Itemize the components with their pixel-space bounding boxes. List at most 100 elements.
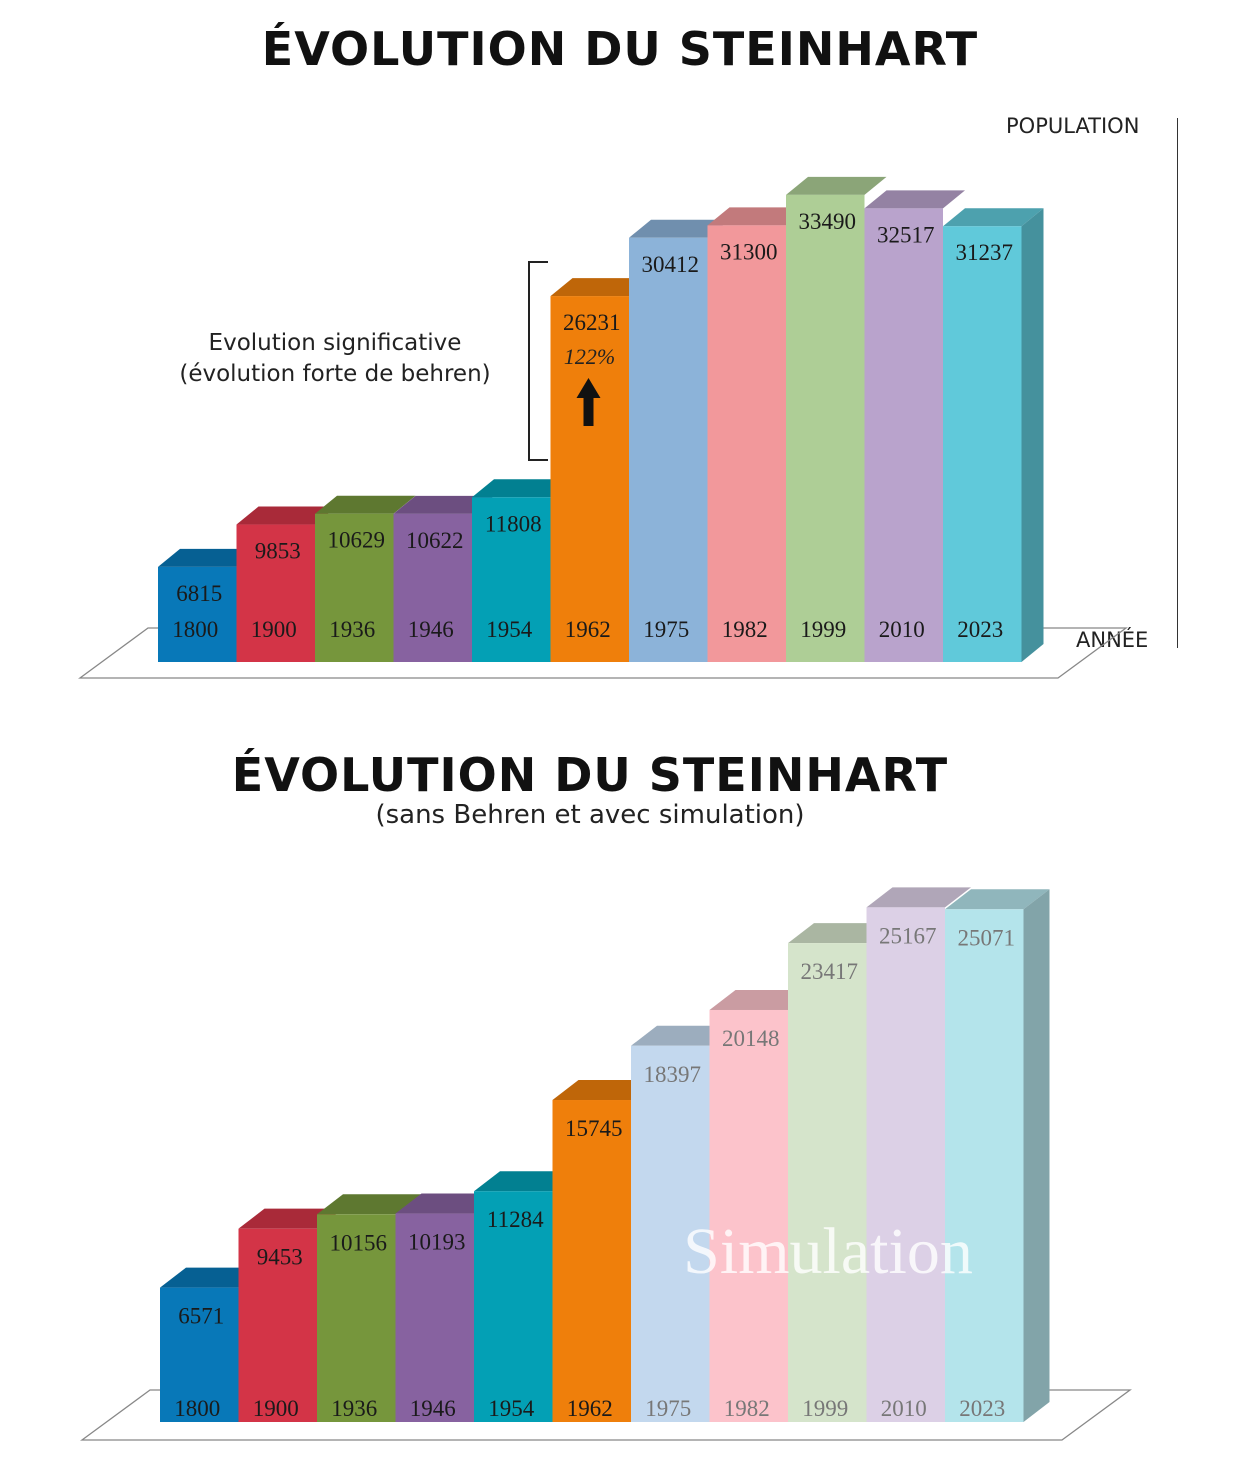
bar-front-2010 <box>864 208 943 662</box>
category-label-1946: 1946 <box>408 617 454 642</box>
bar-top-1999 <box>786 176 887 195</box>
bar-front-1936 <box>315 513 394 662</box>
value-label-2023: 25071 <box>958 925 1016 950</box>
value-label-1999: 23417 <box>801 959 859 984</box>
bar-1954: 11284 1954 <box>474 1171 579 1422</box>
value-label-2010: 32517 <box>877 222 935 247</box>
value-label-1982: 20148 <box>722 1026 780 1051</box>
value-label-1936: 10156 <box>330 1230 388 1255</box>
category-label-1800: 1800 <box>174 1396 220 1421</box>
bar-top-1962 <box>550 278 651 297</box>
bar-1975: 30412 1975 <box>629 219 730 662</box>
value-label-1954: 11284 <box>487 1207 544 1232</box>
bar-2010: 32517 2010 <box>864 190 965 662</box>
bar-front-1900 <box>236 524 315 662</box>
category-label-1900: 1900 <box>253 1396 299 1421</box>
bar-top-1954 <box>472 479 573 498</box>
chart2-floor <box>80 1389 1132 1441</box>
annotation-line2: (évolution forte de behren) <box>179 361 491 387</box>
category-label-1800: 1800 <box>172 617 218 642</box>
chart1-title: ÉVOLUTION DU STEINHART <box>261 22 979 76</box>
bar-1999: 23417 1999 <box>788 923 893 1422</box>
bar-front-1999 <box>786 194 865 662</box>
bar-front-1946 <box>393 513 472 662</box>
category-label-1936: 1936 <box>329 617 375 642</box>
bar-1800: 6815 1800 <box>158 548 259 662</box>
bar-1946: 10622 1946 <box>393 495 494 662</box>
bar-top-1975 <box>631 1025 736 1046</box>
bar-front-1975 <box>629 237 708 662</box>
category-label-1999: 1999 <box>802 1396 848 1421</box>
value-label-1946: 10622 <box>406 528 464 553</box>
bar-top-1900 <box>236 506 337 525</box>
category-label-1982: 1982 <box>722 617 768 642</box>
bar-1900: 9453 1900 <box>238 1208 343 1422</box>
bar-front-1946 <box>395 1213 474 1422</box>
value-label-1900: 9853 <box>255 539 301 564</box>
value-label-1962: 15745 <box>565 1116 623 1141</box>
bar-top-2023 <box>945 889 1050 910</box>
bar-front-1954 <box>474 1191 553 1422</box>
y-axis-line <box>1177 118 1178 648</box>
bar-top-1946 <box>393 495 494 514</box>
category-label-1954: 1954 <box>486 617 533 642</box>
bar-1975: 18397 1975 <box>631 1025 736 1422</box>
arrow-up-icon <box>576 378 601 426</box>
bar-front-1982 <box>709 1009 788 1422</box>
bar-top-2010 <box>864 190 965 209</box>
value-label-1962: 26231 <box>563 310 621 335</box>
chart2-title: ÉVOLUTION DU STEINHART <box>231 748 949 802</box>
bar-front-1936 <box>317 1214 396 1422</box>
bar-1800: 6571 1800 <box>160 1267 265 1422</box>
bar-front-1982 <box>707 225 786 663</box>
value-label-1954: 11808 <box>485 511 542 536</box>
bar-1999: 33490 1999 <box>786 176 887 662</box>
bar-front-1800 <box>158 566 237 662</box>
bar-front-1975 <box>631 1045 710 1422</box>
category-label-1962: 1962 <box>567 1396 613 1421</box>
bar-2010: 25167 2010 <box>866 887 971 1422</box>
bar-front-1962 <box>550 296 629 662</box>
annotation-text: Evolution significative (évolution forte… <box>150 328 520 390</box>
annotation-bracket <box>528 261 548 461</box>
value-label-1982: 31300 <box>720 239 778 264</box>
bar-top-1900 <box>238 1208 343 1229</box>
bar-top-1936 <box>315 495 416 514</box>
value-label-2023: 31237 <box>956 240 1014 265</box>
bar-top-1962 <box>552 1080 657 1101</box>
category-label-1946: 1946 <box>410 1396 456 1421</box>
bar-side-2023 <box>1023 889 1050 1422</box>
category-label-1999: 1999 <box>800 617 846 642</box>
bar-front-2023 <box>943 226 1022 663</box>
bar-2023: 25071 2023 <box>945 889 1050 1422</box>
bar-top-1800 <box>158 548 259 567</box>
value-label-1800: 6571 <box>178 1304 224 1329</box>
bar-1946: 10193 1946 <box>395 1193 500 1422</box>
category-label-2023: 2023 <box>959 1396 1005 1421</box>
category-label-1936: 1936 <box>331 1396 377 1421</box>
category-label-1982: 1982 <box>724 1396 770 1421</box>
category-label-1962: 1962 <box>565 617 611 642</box>
value-label-1975: 18397 <box>644 1062 702 1087</box>
value-label-1946: 10193 <box>408 1230 466 1255</box>
chart1-plot: 6815180098531900106291936106221946118081… <box>78 176 1128 679</box>
bar-top-1975 <box>629 219 730 238</box>
bar-top-1946 <box>395 1193 500 1214</box>
bar-top-1982 <box>707 207 808 226</box>
bar-top-1954 <box>474 1171 579 1192</box>
y-axis-label: POPULATION <box>1006 114 1140 138</box>
bar-1982: 20148 1982 <box>709 989 814 1422</box>
bar-1962: 26231 1962 <box>550 278 651 662</box>
bar-front-1954 <box>472 497 551 662</box>
category-label-2010: 2010 <box>879 617 925 642</box>
category-label-1954: 1954 <box>488 1396 535 1421</box>
category-label-1975: 1975 <box>643 617 689 642</box>
bar-1936: 10629 1936 <box>315 495 416 662</box>
bar-front-2010 <box>866 907 945 1422</box>
bar-1954: 11808 1954 <box>472 479 573 662</box>
bar-1962: 15745 1962 <box>552 1080 657 1422</box>
bar-top-1800 <box>160 1267 265 1288</box>
simulation-watermark: Simulation <box>683 1215 973 1288</box>
category-label-2010: 2010 <box>881 1396 927 1421</box>
